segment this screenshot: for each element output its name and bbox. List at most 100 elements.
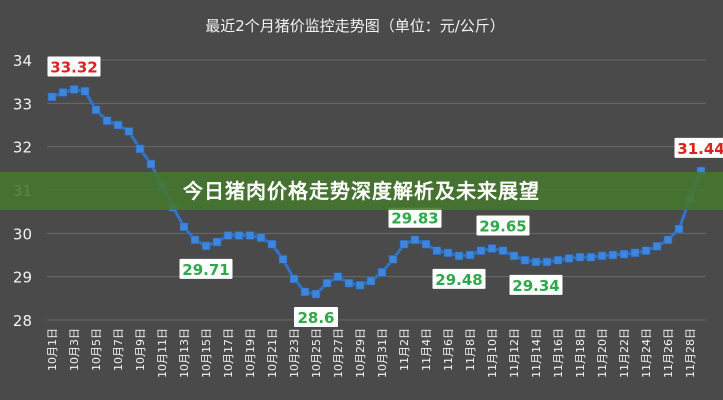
- data-point: [597, 251, 607, 261]
- data-point: [608, 250, 618, 260]
- x-tick-label: 10月3日: [68, 328, 81, 371]
- data-point: [80, 86, 90, 96]
- data-label-bg: [432, 268, 486, 289]
- data-point: [575, 252, 585, 262]
- x-tick-label: 10月21日: [266, 328, 279, 378]
- data-point: [487, 244, 497, 253]
- x-tick-label: 11月28日: [684, 328, 697, 378]
- x-tick-label: 11月12日: [508, 328, 521, 378]
- data-point: [223, 231, 233, 240]
- data-point: [278, 255, 288, 264]
- data-point: [652, 242, 662, 251]
- data-point: [531, 257, 541, 267]
- x-tick-label: 10月5日: [90, 328, 103, 371]
- x-tick-label: 10月31日: [376, 328, 389, 378]
- x-tick-label: 10月25日: [310, 328, 323, 378]
- data-point: [113, 120, 123, 130]
- banner-title: 今日猪肉价格走势深度解析及未来展望: [183, 179, 540, 203]
- data-point: [454, 251, 464, 261]
- data-point: [586, 252, 596, 262]
- x-tick-label: 11月4日: [420, 328, 433, 371]
- data-label-bg: [674, 137, 723, 158]
- data-point: [58, 88, 68, 97]
- data-point: [421, 239, 431, 249]
- data-point: [641, 246, 651, 255]
- data-point: [256, 233, 266, 242]
- x-tick-label: 10月15日: [200, 328, 213, 378]
- data-label: 31.44: [677, 140, 723, 158]
- x-tick-label: 10月23日: [288, 328, 301, 378]
- data-point: [333, 272, 343, 281]
- data-point: [564, 254, 574, 263]
- x-tick-label: 11月2日: [398, 328, 411, 371]
- data-point: [443, 248, 453, 258]
- data-point: [465, 250, 475, 260]
- data-point: [388, 255, 398, 264]
- data-label: 29.65: [479, 218, 526, 236]
- x-tick-label: 11月10日: [486, 328, 499, 378]
- data-point: [553, 255, 563, 265]
- data-point: [179, 222, 189, 232]
- data-point: [69, 85, 79, 94]
- y-tick-label: 29: [13, 269, 32, 287]
- data-point: [399, 239, 409, 249]
- data-label-bg: [294, 307, 338, 327]
- data-point: [124, 127, 134, 136]
- data-point: [47, 92, 57, 102]
- data-point: [201, 241, 211, 251]
- data-point: [498, 246, 508, 255]
- data-point: [289, 274, 299, 284]
- x-tick-label: 10月17日: [222, 328, 235, 378]
- data-point: [267, 239, 277, 249]
- data-point: [410, 235, 420, 245]
- y-tick-label: 32: [13, 139, 32, 157]
- data-point: [311, 289, 321, 299]
- x-tick-label: 11月16日: [552, 328, 565, 378]
- data-label-bg: [509, 274, 563, 295]
- data-point: [630, 248, 640, 258]
- x-tick-label: 10月11日: [156, 328, 169, 378]
- x-tick-label: 10月1日: [46, 328, 59, 371]
- x-tick-label: 10月29日: [354, 328, 367, 378]
- x-tick-label: 11月18日: [574, 328, 587, 378]
- data-labels: 33.32 29.71 28.6 29.83 29.48 29.65 29.34 31.44: [47, 56, 723, 327]
- chart-title: 最近2个月猪价监控走势图（单位：元/公斤）: [205, 17, 505, 35]
- data-point: [245, 231, 255, 240]
- data-point: [190, 235, 200, 245]
- data-point: [91, 105, 101, 115]
- data-point: [663, 235, 673, 245]
- data-label: 29.71: [182, 261, 229, 279]
- x-tick-label: 11月20日: [596, 328, 609, 378]
- title-banner: [0, 172, 723, 210]
- data-label: 28.6: [297, 309, 334, 327]
- data-point: [476, 246, 486, 255]
- data-point: [135, 144, 145, 154]
- x-tick-label: 11月22日: [618, 328, 631, 378]
- data-point: [234, 231, 244, 240]
- x-tick-label: 11月26日: [662, 328, 675, 378]
- data-point: [344, 278, 354, 288]
- x-tick-label: 11月24日: [640, 328, 653, 378]
- data-point: [366, 276, 376, 286]
- data-label: 33.32: [50, 58, 97, 76]
- x-tick-label: 11月8日: [464, 328, 477, 371]
- x-tick-label: 10月19日: [244, 328, 257, 378]
- x-tick-label: 11月14日: [530, 328, 543, 378]
- data-label: 29.34: [512, 277, 559, 295]
- data-label-bg: [47, 56, 101, 77]
- data-label-bg: [476, 215, 530, 236]
- data-label-bg: [179, 258, 233, 279]
- x-tick-label: 11月6日: [442, 328, 455, 371]
- x-tick-label: 10月27日: [332, 328, 345, 378]
- data-point: [377, 268, 387, 277]
- data-point: [146, 159, 156, 169]
- y-tick-label: 28: [13, 312, 32, 330]
- data-point: [432, 246, 442, 255]
- data-label-bg: [388, 207, 442, 228]
- series-markers: [47, 85, 706, 299]
- x-tick-label: 10月7日: [112, 328, 125, 371]
- data-point: [509, 251, 519, 261]
- data-point: [102, 116, 112, 125]
- data-label: 29.83: [391, 210, 438, 228]
- data-point: [619, 249, 629, 259]
